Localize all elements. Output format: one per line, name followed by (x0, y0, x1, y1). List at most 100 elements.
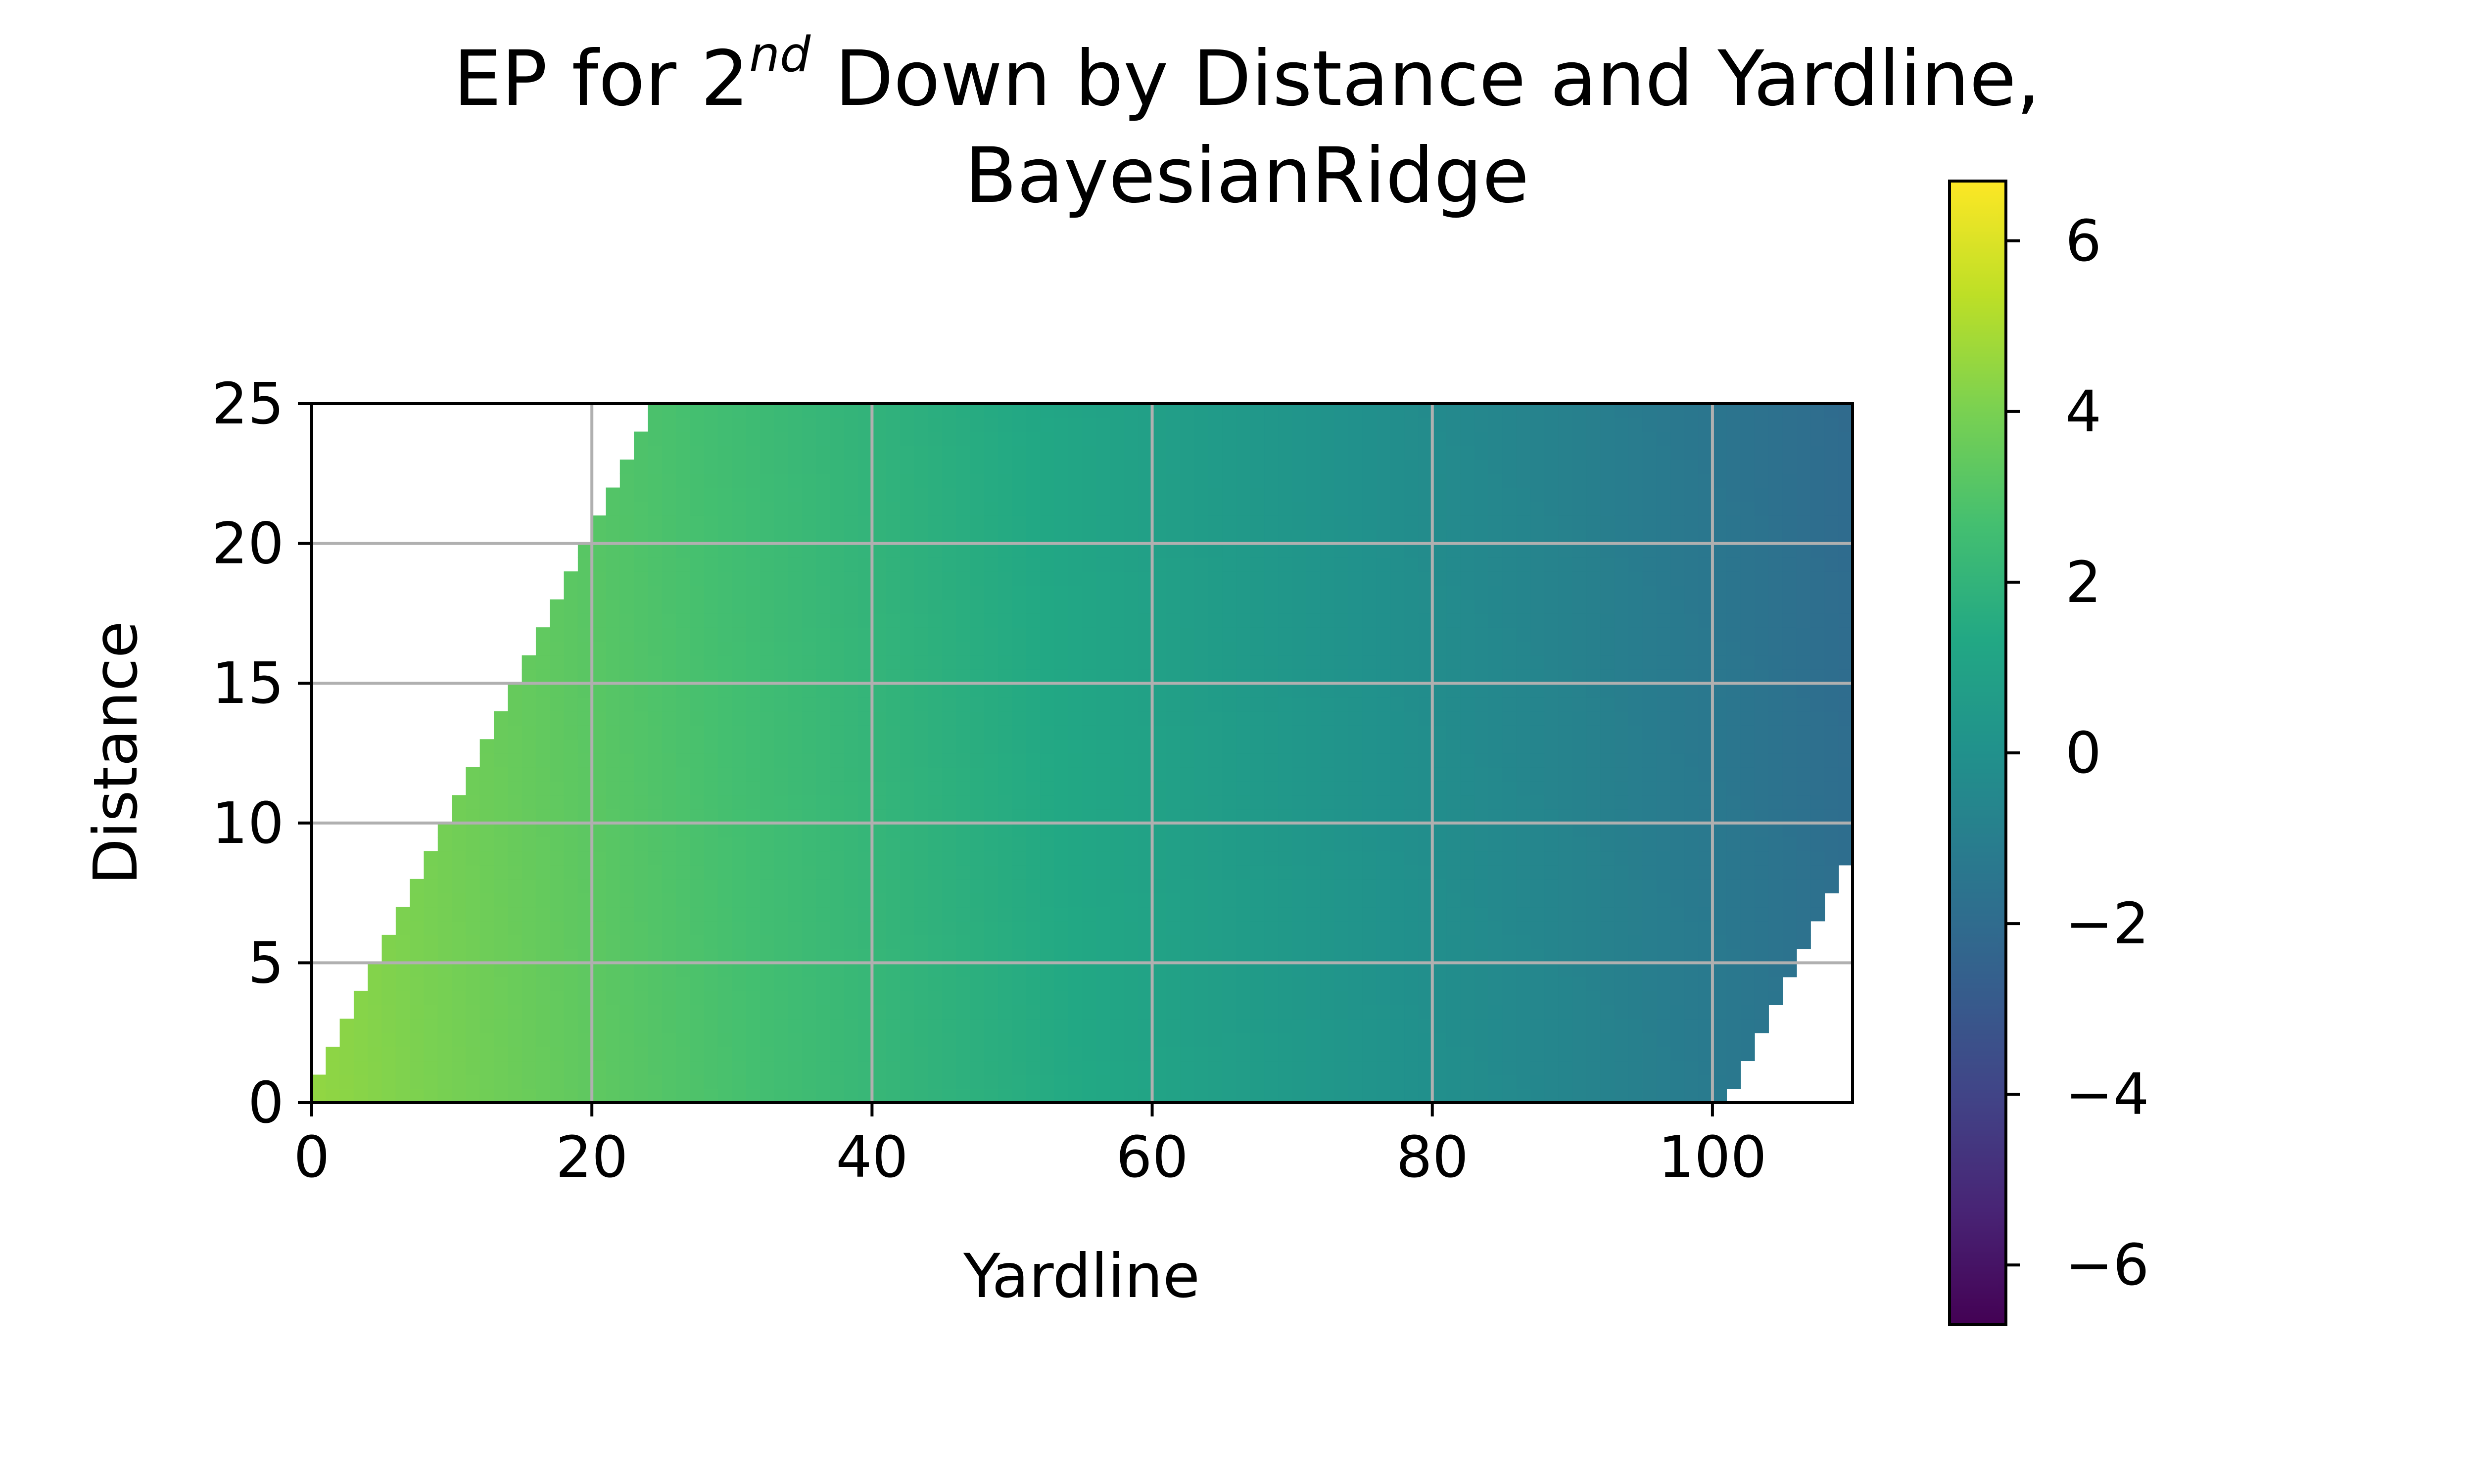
heatmap-cell (1642, 529, 1657, 544)
heatmap-cell (858, 641, 873, 656)
heatmap-cell (1544, 767, 1559, 782)
heatmap-cell (1250, 487, 1265, 502)
heatmap-cell (1586, 823, 1601, 837)
heatmap-cell (900, 460, 915, 474)
heatmap-cell (1432, 557, 1447, 572)
heatmap-cell (1530, 1032, 1545, 1047)
heatmap-cell (830, 543, 845, 558)
heatmap-cell (1684, 767, 1699, 782)
heatmap-cell (1754, 934, 1769, 949)
heatmap-cell (1558, 571, 1573, 586)
heatmap-cell (424, 865, 438, 880)
heatmap-cell (494, 1061, 509, 1075)
heatmap-cell (872, 404, 887, 418)
heatmap-cell (984, 571, 999, 586)
heatmap-cell (437, 893, 452, 908)
heatmap-cell (1152, 515, 1167, 530)
heatmap-cell (1040, 417, 1055, 432)
heatmap-cell (774, 417, 789, 432)
heatmap-cell (998, 725, 1013, 740)
heatmap-cell (410, 1019, 425, 1033)
heatmap-cell (1572, 1046, 1587, 1062)
heatmap-cell (1614, 1088, 1629, 1103)
heatmap-cell (1810, 739, 1825, 754)
heatmap-cell (1222, 557, 1237, 572)
heatmap-cell (1460, 753, 1475, 768)
heatmap-cell (1264, 851, 1279, 866)
heatmap-cell (662, 515, 676, 530)
y-axis-label: Distance (81, 621, 151, 884)
heatmap-cell (1278, 1019, 1293, 1033)
heatmap-cell (619, 976, 634, 991)
heatmap-cell (1054, 963, 1069, 977)
heatmap-cell (858, 1019, 873, 1033)
heatmap-cell (619, 571, 634, 586)
heatmap-cell (577, 585, 592, 600)
heatmap-cell (424, 949, 438, 964)
heatmap-cell (844, 445, 858, 460)
heatmap-cell (1614, 725, 1629, 740)
heatmap-cell (1530, 725, 1545, 740)
heatmap-cell (1194, 739, 1209, 754)
heatmap-cell (1404, 879, 1419, 893)
heatmap-cell (886, 585, 901, 600)
heatmap-cell (1474, 753, 1489, 768)
heatmap-cell (1404, 1032, 1419, 1047)
heatmap-cell (381, 1088, 396, 1103)
heatmap-cell (1712, 879, 1727, 893)
heatmap-cell (1530, 921, 1545, 935)
heatmap-cell (1572, 445, 1587, 460)
heatmap-cell (1586, 781, 1601, 796)
heatmap-cell (1124, 460, 1139, 474)
heatmap-cell (816, 487, 831, 502)
heatmap-cell (1012, 795, 1027, 810)
heatmap-cell (704, 711, 718, 726)
heatmap-cell (1782, 641, 1797, 656)
heatmap-cell (1250, 767, 1265, 782)
heatmap-cell (1194, 599, 1209, 614)
heatmap-cell (1642, 627, 1657, 642)
heatmap-cell (1376, 1088, 1391, 1103)
heatmap-cell (1768, 976, 1783, 991)
heatmap-cell (1544, 990, 1559, 1005)
heatmap-cell (1670, 641, 1685, 656)
heatmap-cell (452, 949, 467, 964)
heatmap-cell (1628, 725, 1643, 740)
heatmap-cell (1166, 823, 1181, 837)
heatmap-cell (1614, 669, 1629, 684)
heatmap-cell (1684, 655, 1699, 670)
heatmap-cell (1796, 445, 1811, 460)
heatmap-cell (1530, 934, 1545, 949)
heatmap-cell (1138, 949, 1153, 964)
heatmap-cell (1390, 907, 1405, 922)
heatmap-cell (830, 963, 845, 977)
heatmap-cell (1096, 557, 1111, 572)
heatmap-cell (1390, 641, 1405, 656)
heatmap-cell (550, 963, 565, 977)
heatmap-cell (802, 1061, 816, 1075)
heatmap-cell (690, 460, 705, 474)
heatmap-cell (648, 865, 663, 880)
heatmap-cell (1096, 851, 1111, 866)
heatmap-cell (1362, 431, 1377, 446)
heatmap-cell (942, 627, 957, 642)
heatmap-cell (704, 1046, 718, 1062)
heatmap-cell (704, 515, 718, 530)
heatmap-cell (1432, 1019, 1447, 1033)
heatmap-cell (1656, 473, 1671, 488)
heatmap-cell (998, 585, 1013, 600)
heatmap-cell (1418, 473, 1433, 488)
heatmap-cell (606, 823, 620, 837)
heatmap-cell (830, 809, 845, 824)
heatmap-cell (1390, 1032, 1405, 1047)
heatmap-cell (1782, 669, 1797, 684)
heatmap-cell (717, 460, 733, 474)
heatmap-cell (1530, 417, 1545, 432)
heatmap-cell (1768, 879, 1783, 893)
heatmap-cell (1012, 1074, 1027, 1089)
heatmap-cell (1292, 809, 1307, 824)
heatmap-cell (368, 1032, 382, 1047)
heatmap-cell (704, 725, 718, 740)
heatmap-cell (1334, 837, 1349, 852)
heatmap-cell (1362, 613, 1377, 628)
